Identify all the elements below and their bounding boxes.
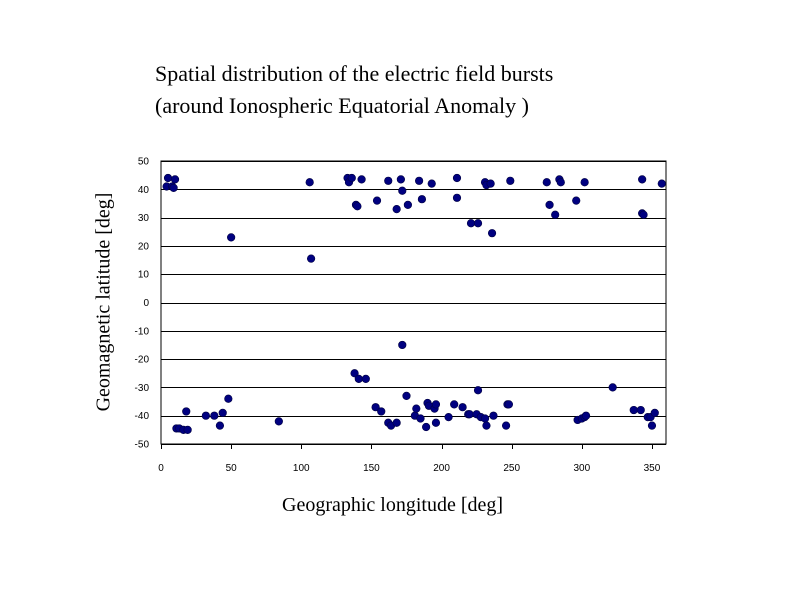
data-point <box>305 178 314 187</box>
y-tick-label: 30 <box>138 213 150 224</box>
data-point <box>551 210 560 219</box>
data-point <box>392 205 401 214</box>
data-point <box>650 408 659 417</box>
data-point <box>465 410 474 419</box>
data-point <box>201 411 210 420</box>
data-point <box>412 404 421 413</box>
data-point <box>629 405 638 415</box>
data-point <box>227 233 236 242</box>
x-tick-label: 150 <box>363 463 380 474</box>
data-point <box>473 386 483 395</box>
data-point <box>504 400 513 409</box>
data-point <box>572 196 581 205</box>
data-point <box>417 195 427 204</box>
data-point <box>361 374 370 384</box>
y-tick-label: -30 <box>135 383 150 394</box>
data-point <box>403 200 412 209</box>
plot-area <box>160 160 667 445</box>
y-tick-label: -10 <box>135 326 150 337</box>
data-point <box>581 411 591 420</box>
y-tick-label: -50 <box>135 440 150 451</box>
y-tick-label: -20 <box>135 355 150 366</box>
data-point <box>482 421 491 430</box>
data-point <box>371 403 380 412</box>
data-point <box>163 173 173 183</box>
data-point <box>224 394 233 403</box>
data-point <box>452 173 462 183</box>
chart-title-line-2: (around Ionospheric Equatorial Anomaly ) <box>155 93 529 118</box>
chart-title-line-1: Spatial distribution of the electric fie… <box>155 61 554 86</box>
data-point <box>398 340 407 350</box>
data-point <box>427 179 436 188</box>
data-point <box>506 176 515 185</box>
x-tick-label: 350 <box>644 463 661 474</box>
data-point <box>422 422 431 432</box>
data-point <box>450 400 459 409</box>
data-point <box>452 193 462 202</box>
data-point <box>608 383 617 392</box>
data-point <box>372 196 382 205</box>
y-tick-label: 40 <box>138 185 150 196</box>
data-point <box>636 405 645 415</box>
data-point <box>384 176 393 185</box>
data-point <box>444 413 453 422</box>
data-point <box>357 175 366 184</box>
data-point <box>353 202 362 211</box>
data-point <box>647 421 657 430</box>
data-point <box>416 414 425 423</box>
y-tick-label: 10 <box>138 270 150 281</box>
data-point <box>639 210 648 219</box>
data-point <box>350 369 359 378</box>
data-point <box>215 421 225 430</box>
data-point <box>210 411 219 420</box>
data-point <box>182 407 191 416</box>
y-tick-label: -40 <box>135 411 150 422</box>
x-tick-label: 250 <box>503 463 520 474</box>
data-point <box>431 400 441 409</box>
y-tick-label: 0 <box>143 298 149 309</box>
data-point <box>415 176 424 185</box>
data-point <box>396 175 405 184</box>
x-tick-label: 50 <box>226 463 238 474</box>
x-axis-title: Geographic longitude [deg] <box>282 494 504 516</box>
y-tick-label: 20 <box>138 241 150 252</box>
data-point <box>580 178 589 187</box>
data-point <box>392 418 401 427</box>
data-point <box>545 200 554 209</box>
data-point <box>306 254 316 263</box>
x-tick-label: 300 <box>573 463 590 474</box>
x-tick-label: 0 <box>158 463 164 474</box>
data-point <box>377 407 386 416</box>
data-point <box>487 229 497 238</box>
data-point <box>431 418 441 427</box>
data-point <box>473 219 483 228</box>
data-point <box>542 178 551 187</box>
data-point <box>486 179 495 188</box>
x-tick-label: 100 <box>293 463 310 474</box>
data-point <box>458 403 467 412</box>
x-tick-label: 200 <box>433 463 450 474</box>
y-tick-label: 50 <box>138 157 150 168</box>
data-point <box>480 414 490 423</box>
data-point <box>638 175 647 184</box>
data-point <box>657 179 666 188</box>
data-point <box>183 425 192 434</box>
data-point <box>170 175 180 184</box>
data-point <box>398 186 407 195</box>
data-point <box>489 411 498 420</box>
data-point <box>274 417 283 426</box>
chart-title: Spatial distribution of the electric fie… <box>155 58 553 122</box>
data-point <box>556 178 565 187</box>
data-point <box>402 391 411 400</box>
data-point <box>354 374 363 384</box>
data-point <box>347 173 356 183</box>
data-point <box>218 408 227 417</box>
data-point <box>466 219 476 228</box>
data-point <box>501 421 511 430</box>
data-point <box>169 183 178 192</box>
y-axis-title: Geomagnetic latitude [deg] <box>92 192 115 412</box>
